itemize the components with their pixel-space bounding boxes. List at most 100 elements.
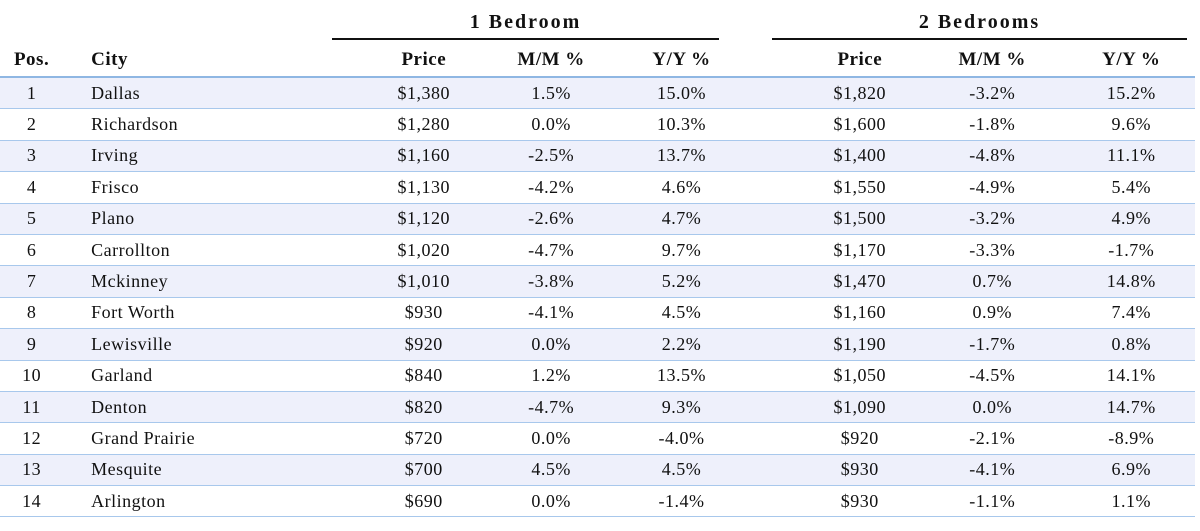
cell-mm-1br: -4.1% <box>480 297 622 330</box>
cell-price-1br: $690 <box>366 485 481 518</box>
cell-price-1br: $820 <box>366 391 481 424</box>
cell-yy-1br: 4.6% <box>621 171 742 204</box>
cell-yy-2br: 11.1% <box>1067 140 1195 173</box>
cell-gap <box>741 360 803 392</box>
cell-pos: 3 <box>0 140 64 173</box>
cell-mm-1br: -4.7% <box>480 234 622 267</box>
cell-price-1br: $1,380 <box>366 77 481 110</box>
cell-yy-2br: 7.4% <box>1067 297 1195 330</box>
cell-mm-1br: 0.0% <box>480 485 622 518</box>
table-row: 3 Irving $1,160 -2.5% 13.7% $1,400 -4.8% 11.1% <box>0 140 1195 173</box>
cell-price-1br: $920 <box>366 328 481 361</box>
cell-price-1br: $700 <box>366 454 481 487</box>
cell-price-1br: $930 <box>366 297 481 330</box>
cell-gap <box>741 265 803 298</box>
cell-price-1br: $840 <box>366 360 481 392</box>
cell-price-1br: $1,280 <box>366 108 481 141</box>
header-price-1br: Price <box>366 44 481 78</box>
cell-yy-1br: 13.7% <box>621 140 742 173</box>
cell-price-2br: $1,170 <box>802 234 917 267</box>
cell-city: Arlington <box>63 485 367 518</box>
cell-price-2br: $1,400 <box>802 140 917 173</box>
group-header-2-bedrooms: 2 Bedrooms <box>772 8 1187 40</box>
header-mm-2br: M/M % <box>916 44 1068 78</box>
cell-city: Plano <box>63 203 367 235</box>
cell-yy-1br: 4.5% <box>621 454 742 487</box>
cell-mm-2br: -1.7% <box>916 328 1068 361</box>
cell-yy-1br: 13.5% <box>621 360 742 392</box>
cell-city: Frisco <box>63 171 367 204</box>
cell-mm-2br: -3.2% <box>916 203 1068 235</box>
header-yy-1br: Y/Y % <box>621 44 742 78</box>
table-row: 8 Fort Worth $930 -4.1% 4.5% $1,160 0.9% 7.4% <box>0 297 1195 330</box>
cell-pos: 13 <box>0 454 64 487</box>
cell-yy-1br: 10.3% <box>621 108 742 141</box>
cell-mm-1br: -3.8% <box>480 265 622 298</box>
table-row: 1 Dallas $1,380 1.5% 15.0% $1,820 -3.2% 15.2% <box>0 77 1195 110</box>
header-yy-2br: Y/Y % <box>1067 44 1195 78</box>
cell-price-1br: $1,010 <box>366 265 481 298</box>
cell-price-1br: $1,020 <box>366 234 481 267</box>
cell-mm-1br: 1.5% <box>480 77 622 110</box>
cell-city: Mckinney <box>63 265 367 298</box>
cell-yy-2br: 14.8% <box>1067 265 1195 298</box>
cell-yy-2br: 1.1% <box>1067 485 1195 518</box>
cell-city: Irving <box>63 140 367 173</box>
cell-city: Garland <box>63 360 367 392</box>
cell-price-2br: $1,820 <box>802 77 917 110</box>
cell-city: Mesquite <box>63 454 367 487</box>
table-row: 12 Grand Prairie $720 0.0% -4.0% $920 -2.1% -8.… <box>0 422 1195 455</box>
cell-yy-2br: 9.6% <box>1067 108 1195 141</box>
cell-yy-2br: -8.9% <box>1067 422 1195 455</box>
cell-yy-1br: 5.2% <box>621 265 742 298</box>
cell-price-2br: $930 <box>802 485 917 518</box>
table-row: 11 Denton $820 -4.7% 9.3% $1,090 0.0% 14.7% <box>0 391 1195 424</box>
cell-price-2br: $920 <box>802 422 917 455</box>
cell-yy-1br: 2.2% <box>621 328 742 361</box>
cell-mm-2br: 0.7% <box>916 265 1068 298</box>
cell-price-2br: $1,050 <box>802 360 917 392</box>
table-row: 6 Carrollton $1,020 -4.7% 9.7% $1,170 -3.3% -1.… <box>0 234 1195 267</box>
cell-mm-2br: -1.1% <box>916 485 1068 518</box>
cell-yy-1br: 4.5% <box>621 297 742 330</box>
cell-mm-2br: -3.3% <box>916 234 1068 267</box>
cell-pos: 12 <box>0 422 64 455</box>
rent-table: Pos. City Price M/M % Y/Y % Price M/M % … <box>0 44 1195 518</box>
table-body: 1 Dallas $1,380 1.5% 15.0% $1,820 -3.2% 15.2% 2 R… <box>0 77 1195 518</box>
cell-price-2br: $1,090 <box>802 391 917 424</box>
group-header-1-bedroom: 1 Bedroom <box>332 8 719 40</box>
cell-gap <box>741 391 803 424</box>
cell-yy-2br: -1.7% <box>1067 234 1195 267</box>
cell-mm-2br: -4.1% <box>916 454 1068 487</box>
cell-pos: 6 <box>0 234 64 267</box>
cell-pos: 14 <box>0 485 64 518</box>
cell-mm-1br: -4.7% <box>480 391 622 424</box>
cell-mm-2br: -2.1% <box>916 422 1068 455</box>
cell-yy-2br: 14.7% <box>1067 391 1195 424</box>
table-row: 7 Mckinney $1,010 -3.8% 5.2% $1,470 0.7% 14.8% <box>0 265 1195 298</box>
cell-price-1br: $1,130 <box>366 171 481 204</box>
table-row: 10 Garland $840 1.2% 13.5% $1,050 -4.5% 14.1% <box>0 360 1195 392</box>
cell-gap <box>741 77 803 110</box>
cell-gap <box>741 485 803 518</box>
cell-yy-2br: 5.4% <box>1067 171 1195 204</box>
header-mm-1br: M/M % <box>480 44 622 78</box>
header-pos: Pos. <box>0 44 64 78</box>
cell-mm-2br: -1.8% <box>916 108 1068 141</box>
cell-city: Fort Worth <box>63 297 367 330</box>
cell-mm-2br: -3.2% <box>916 77 1068 110</box>
cell-city: Denton <box>63 391 367 424</box>
cell-price-2br: $1,550 <box>802 171 917 204</box>
cell-city: Grand Prairie <box>63 422 367 455</box>
cell-mm-1br: 0.0% <box>480 108 622 141</box>
cell-mm-2br: -4.9% <box>916 171 1068 204</box>
cell-pos: 9 <box>0 328 64 361</box>
header-city: City <box>63 44 367 78</box>
cell-yy-2br: 14.1% <box>1067 360 1195 392</box>
cell-mm-1br: 0.0% <box>480 422 622 455</box>
table-header: Pos. City Price M/M % Y/Y % Price M/M % … <box>0 44 1195 78</box>
cell-gap <box>741 234 803 267</box>
cell-gap <box>741 140 803 173</box>
cell-city: Dallas <box>63 77 367 110</box>
cell-yy-2br: 15.2% <box>1067 77 1195 110</box>
